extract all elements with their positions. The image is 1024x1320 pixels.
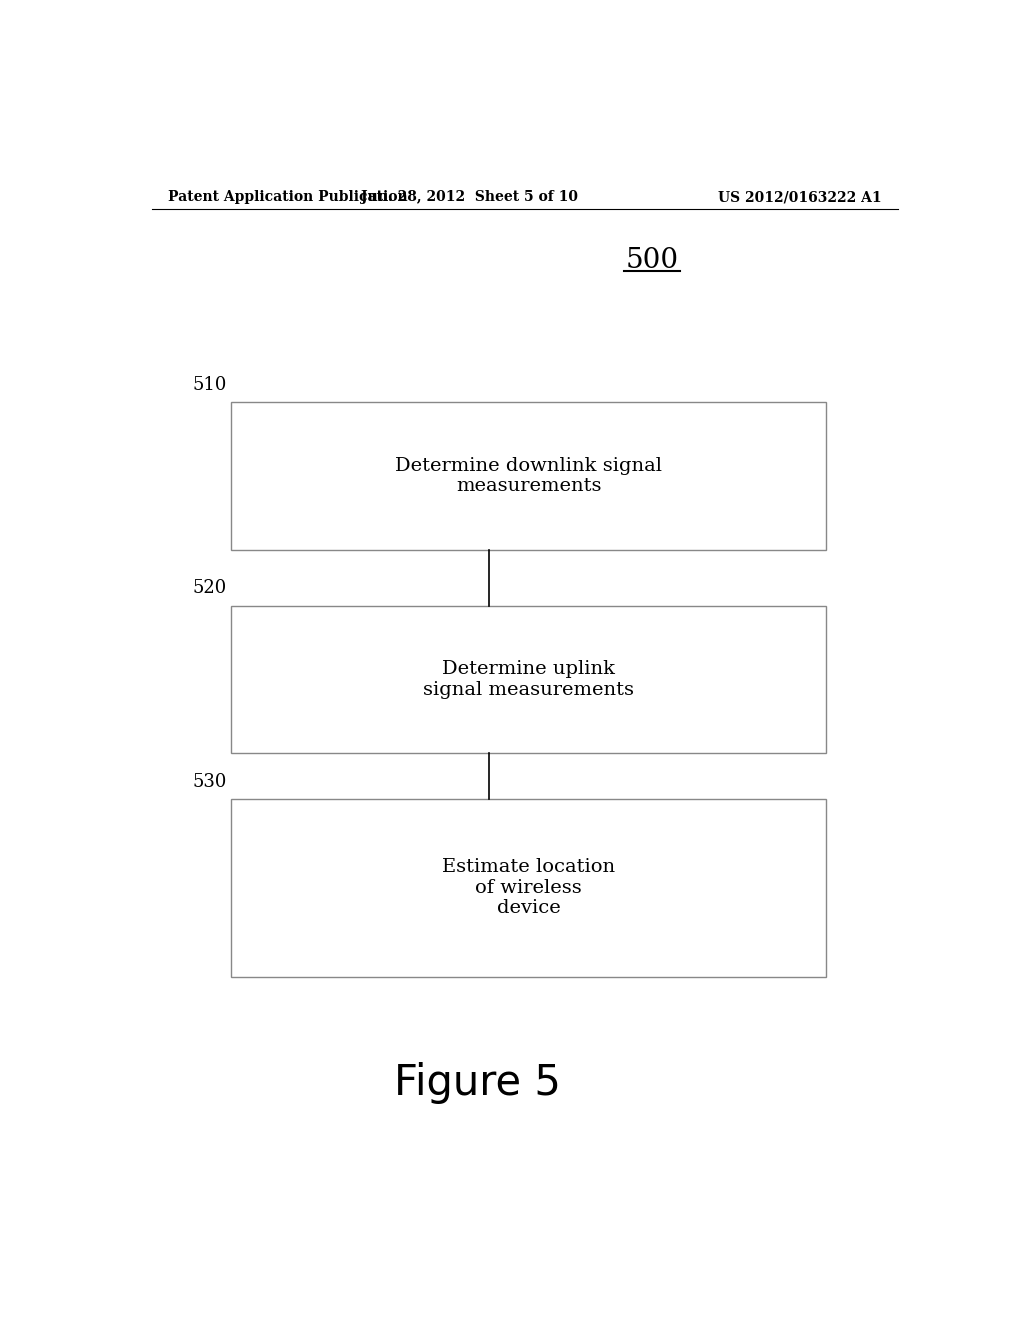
Text: 530: 530 [193,772,227,791]
Text: 520: 520 [193,579,227,598]
Text: Patent Application Publication: Patent Application Publication [168,190,408,205]
Text: 510: 510 [193,376,227,395]
Text: Jun. 28, 2012  Sheet 5 of 10: Jun. 28, 2012 Sheet 5 of 10 [360,190,578,205]
Bar [231,799,826,977]
Text: Determine downlink signal
measurements: Determine downlink signal measurements [395,457,663,495]
Text: Figure 5: Figure 5 [394,1063,560,1105]
Text: US 2012/0163222 A1: US 2012/0163222 A1 [718,190,882,205]
Bar [231,606,826,752]
Text: Determine uplink
signal measurements: Determine uplink signal measurements [423,660,634,698]
Bar [231,403,826,549]
Text: 500: 500 [626,247,678,273]
Text: Estimate location
of wireless
device: Estimate location of wireless device [442,858,615,917]
